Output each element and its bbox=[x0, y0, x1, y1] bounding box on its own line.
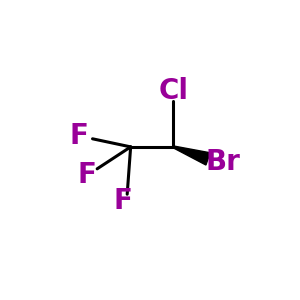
Text: F: F bbox=[69, 122, 88, 151]
Polygon shape bbox=[173, 146, 210, 165]
Text: Br: Br bbox=[206, 148, 241, 176]
Text: F: F bbox=[77, 160, 96, 189]
Text: Cl: Cl bbox=[158, 77, 188, 105]
Text: F: F bbox=[113, 187, 132, 215]
